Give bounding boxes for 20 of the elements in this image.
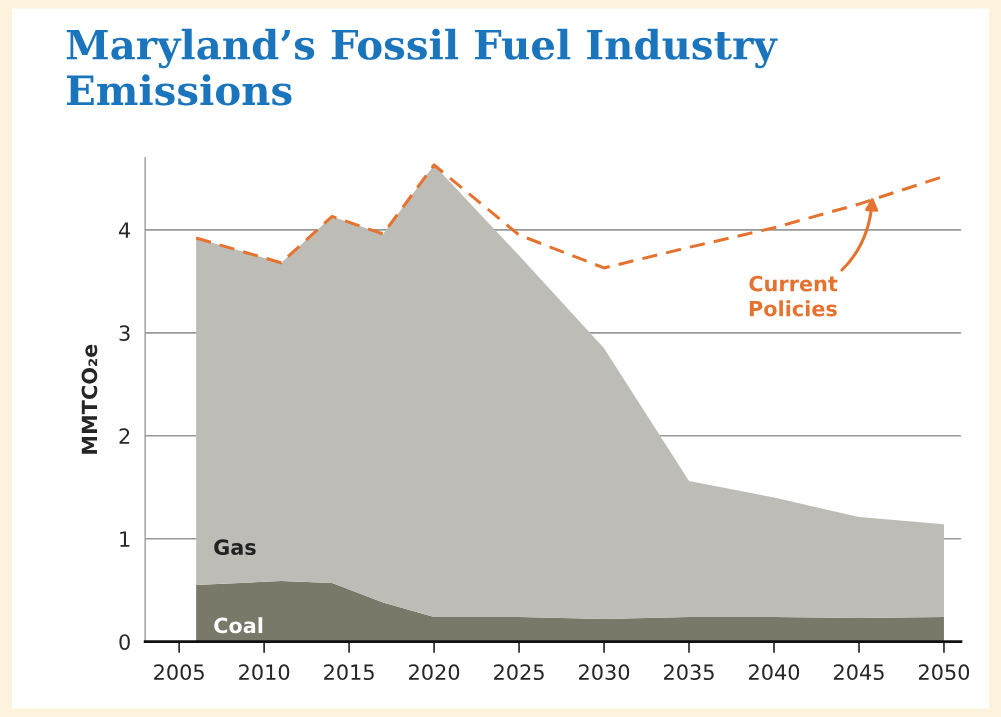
x-tick-label: 2045 [834,664,884,681]
y-tick-label: 4 [119,222,131,238]
y-tick-label: 2 [119,428,130,444]
series-label: Coal [214,617,263,634]
x-tick-label: 2030 [579,664,630,681]
series-label: Current Policies [749,275,838,317]
x-tick-label: 2025 [494,664,544,681]
chart-title: Maryland’s Fossil Fuel Industry Emissions [66,28,778,106]
x-tick-label: 2040 [749,664,800,681]
y-tick-label: 0 [119,634,130,650]
x-tick-label: 2050 [918,664,970,681]
x-tick-label: 2010 [239,664,290,681]
y-axis-title: MMTCO₂e [81,344,98,454]
x-tick-label: 2005 [154,664,204,681]
x-tick-label: 2015 [324,664,374,681]
series-label: Gas [214,539,256,556]
y-tick-label: 1 [120,531,130,547]
x-tick-label: 2035 [664,664,714,681]
x-tick-label: 2020 [409,664,460,681]
y-tick-label: 3 [119,325,130,342]
